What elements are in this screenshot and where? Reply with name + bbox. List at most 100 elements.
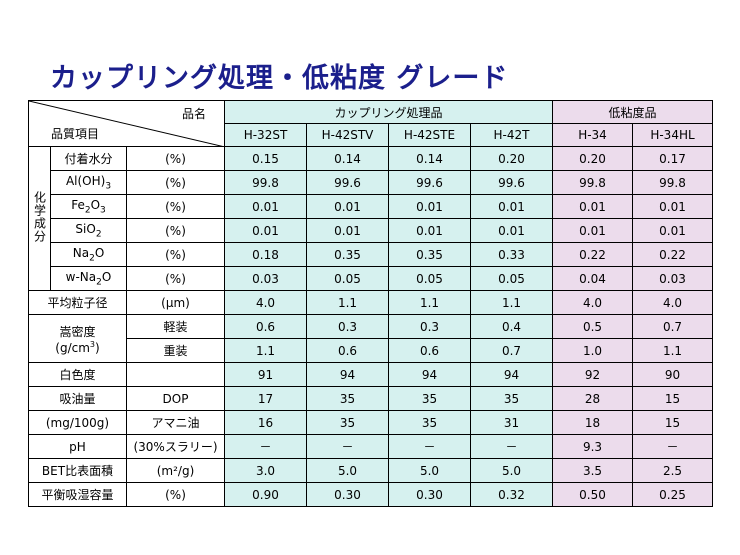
value-cell: － (224, 434, 307, 459)
grade-header: H-34 (552, 123, 633, 147)
value-cell: 4.0 (632, 290, 713, 315)
value-cell: 18 (552, 410, 633, 435)
chem-group-label: 化学成分 (28, 146, 51, 291)
unit-cell: (30%スラリー) (126, 434, 225, 459)
chem-name: w-Na2O (65, 269, 112, 288)
value-cell: 5.0 (470, 458, 553, 483)
value-cell: 0.03 (224, 266, 307, 291)
sub-item-cell: アマニ油 (126, 410, 225, 435)
corner-header-cell: 品名 品質項目 (28, 100, 225, 147)
value-cell: 0.30 (306, 482, 389, 507)
value-cell: 90 (632, 362, 713, 387)
ph-row: pH (30%スラリー) －－－－ 9.3 － (28, 434, 713, 459)
value-cell: － (632, 434, 713, 459)
page-title: カップリング処理・低粘度 グレード (50, 63, 509, 94)
value-cell: 0.6 (224, 314, 307, 339)
coupling-group-header: カップリング処理品 (224, 100, 553, 124)
value-cell: 0.01 (552, 194, 633, 219)
value-cell: 99.8 (224, 170, 307, 195)
value-cell: 0.33 (470, 242, 553, 267)
value-cell: 0.25 (632, 482, 713, 507)
value-cell: 0.32 (470, 482, 553, 507)
value-cell: 1.1 (388, 290, 471, 315)
value-cell: 0.7 (470, 338, 553, 363)
value-cell: 0.35 (388, 242, 471, 267)
value-cell: 9.3 (552, 434, 633, 459)
value-cell: 5.0 (306, 458, 389, 483)
unit-cell: (μm) (126, 290, 225, 315)
density-name: 嵩密度 (59, 324, 96, 339)
value-cell: 5.0 (388, 458, 471, 483)
density-unit: (g/cm3) (55, 339, 100, 355)
unit-cell: (%) (126, 170, 225, 195)
density-heavy-row: 重装 1.1 0.6 0.6 0.7 1.0 1.1 (29, 338, 713, 363)
item-name-cell: Na2O (50, 242, 127, 267)
value-cell: 0.01 (470, 194, 553, 219)
chem-group-text: 化学成分 (32, 191, 47, 243)
unit-cell: (%) (126, 218, 225, 243)
value-cell: － (388, 434, 471, 459)
unit-cell: (%) (126, 482, 225, 507)
value-cell: 0.22 (632, 242, 713, 267)
value-cell: 0.03 (632, 266, 713, 291)
grade-header: H-42STV (306, 123, 389, 147)
value-cell: 0.01 (306, 194, 389, 219)
chem-name: SiO2 (75, 221, 102, 240)
value-cell: 94 (388, 362, 471, 387)
value-cell: 3.5 (552, 458, 633, 483)
value-cell: 0.22 (552, 242, 633, 267)
value-cell: 0.6 (306, 338, 389, 363)
value-cell: 0.7 (632, 314, 713, 339)
value-cell: 99.6 (388, 170, 471, 195)
value-cell: 0.35 (306, 242, 389, 267)
item-unit-cell: (mg/100g) (28, 410, 127, 435)
value-cell: 1.0 (552, 338, 633, 363)
value-cell: 99.6 (470, 170, 553, 195)
chem-name: Fe2O3 (71, 197, 106, 216)
sub-item-cell: 重装 (126, 338, 225, 363)
whiteness-row: 白色度 91 94 94 94 92 90 (28, 362, 713, 387)
value-cell: 0.6 (388, 338, 471, 363)
value-cell: 0.05 (388, 266, 471, 291)
value-cell: 94 (306, 362, 389, 387)
value-cell: 91 (224, 362, 307, 387)
value-cell: 15 (632, 386, 713, 411)
table-row: 化学成分 付着水分 (%) 0.15 0.14 0.14 0.20 0.20 0.17 (28, 146, 713, 291)
value-cell: － (306, 434, 389, 459)
unit-cell: (%) (126, 266, 225, 291)
lowvisc-group-header: 低粘度品 (552, 100, 713, 124)
value-cell: 35 (388, 410, 471, 435)
moisture-row: 平衡吸湿容量 (%) 0.90 0.30 0.30 0.32 0.50 0.25 (28, 482, 713, 507)
spec-table: 品名 品質項目 カップリング処理品 低粘度品 H-32ST H-42STV H-42… (28, 100, 713, 507)
value-cell: 0.18 (224, 242, 307, 267)
item-name-cell: 嵩密度 (g/cm3) (28, 314, 127, 363)
product-name-header: 品名 (181, 107, 206, 121)
corner-diagonal-line (29, 101, 225, 147)
item-name-cell: 平衡吸湿容量 (28, 482, 127, 507)
value-cell: 0.4 (470, 314, 553, 339)
value-cell: 0.20 (552, 146, 633, 171)
chem-name: 付着水分 (64, 152, 113, 166)
value-cell: 35 (470, 386, 553, 411)
value-cell: 0.01 (388, 218, 471, 243)
value-cell: 35 (306, 386, 389, 411)
item-name-cell: SiO2 (50, 218, 127, 243)
value-cell: 0.01 (632, 194, 713, 219)
value-cell: 4.0 (224, 290, 307, 315)
value-cell: 15 (632, 410, 713, 435)
value-cell: 31 (470, 410, 553, 435)
value-cell: 0.90 (224, 482, 307, 507)
unit-cell (126, 362, 225, 387)
value-cell: 0.30 (388, 482, 471, 507)
value-cell: 0.01 (470, 218, 553, 243)
value-cell: 17 (224, 386, 307, 411)
value-cell: 0.01 (552, 218, 633, 243)
item-name-cell: Al(OH)3 (50, 170, 127, 195)
quality-item-header: 品質項目 (51, 127, 100, 141)
table-row: Fe2O3 (%) 0.01 0.01 0.01 0.01 0.01 0.01 (29, 194, 713, 219)
value-cell: 92 (552, 362, 633, 387)
value-cell: 0.20 (470, 146, 553, 171)
value-cell: 35 (306, 410, 389, 435)
unit-cell: (%) (126, 146, 225, 171)
oil-dop-row: 吸油量 DOP 17 35 35 35 28 15 (28, 386, 713, 411)
